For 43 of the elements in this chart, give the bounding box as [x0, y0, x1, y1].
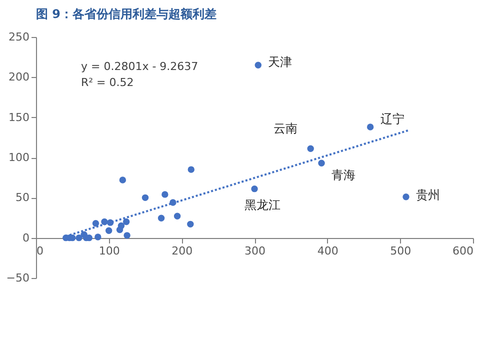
point: [307, 145, 314, 152]
point: [119, 176, 126, 184]
point: [187, 220, 194, 228]
x-tick-label: 0: [36, 244, 44, 258]
point: [94, 234, 102, 240]
point: [174, 212, 181, 220]
point: [142, 194, 149, 202]
point: [124, 232, 130, 239]
point: [188, 166, 194, 173]
point: [76, 234, 82, 242]
y-tick-label: 0: [22, 231, 30, 244]
point: [92, 220, 100, 227]
x-tick-label: 100: [98, 244, 120, 258]
y-tick-label: 250: [8, 30, 30, 44]
point: [158, 214, 165, 222]
y-tick-label: 50: [16, 191, 30, 204]
point: [118, 222, 125, 230]
point: [105, 227, 112, 234]
point: [318, 160, 325, 166]
y-tick-label: −50: [6, 272, 30, 284]
y-tick-label: 100: [8, 151, 30, 164]
annotation: 辽宁: [380, 112, 404, 126]
y-tick-label: 150: [8, 110, 30, 124]
point: [254, 62, 262, 68]
x-tick-label: 500: [390, 244, 412, 258]
annotation: 青海: [332, 168, 356, 182]
annotation: 云南: [274, 122, 298, 136]
x-tick-label: 200: [172, 244, 193, 258]
annotation: 天津: [268, 55, 292, 70]
point: [366, 124, 374, 130]
annotation: 黑龙江: [244, 198, 280, 212]
annotation: R² = 0.52: [81, 76, 134, 89]
point: [402, 194, 410, 200]
point: [122, 218, 130, 226]
y-tick-label: 200: [8, 70, 30, 84]
x-tick-label: 400: [317, 244, 338, 258]
chart-title: 图 9：各省份信用利差与超额利差: [36, 7, 217, 21]
x-tick-label: 600: [452, 244, 474, 258]
point: [162, 191, 168, 198]
annotation: 贵州: [416, 188, 440, 202]
point: [251, 185, 258, 192]
x-tick-label: 300: [244, 244, 266, 258]
annotation: y = 0.2801x - 9.2637: [81, 60, 198, 73]
